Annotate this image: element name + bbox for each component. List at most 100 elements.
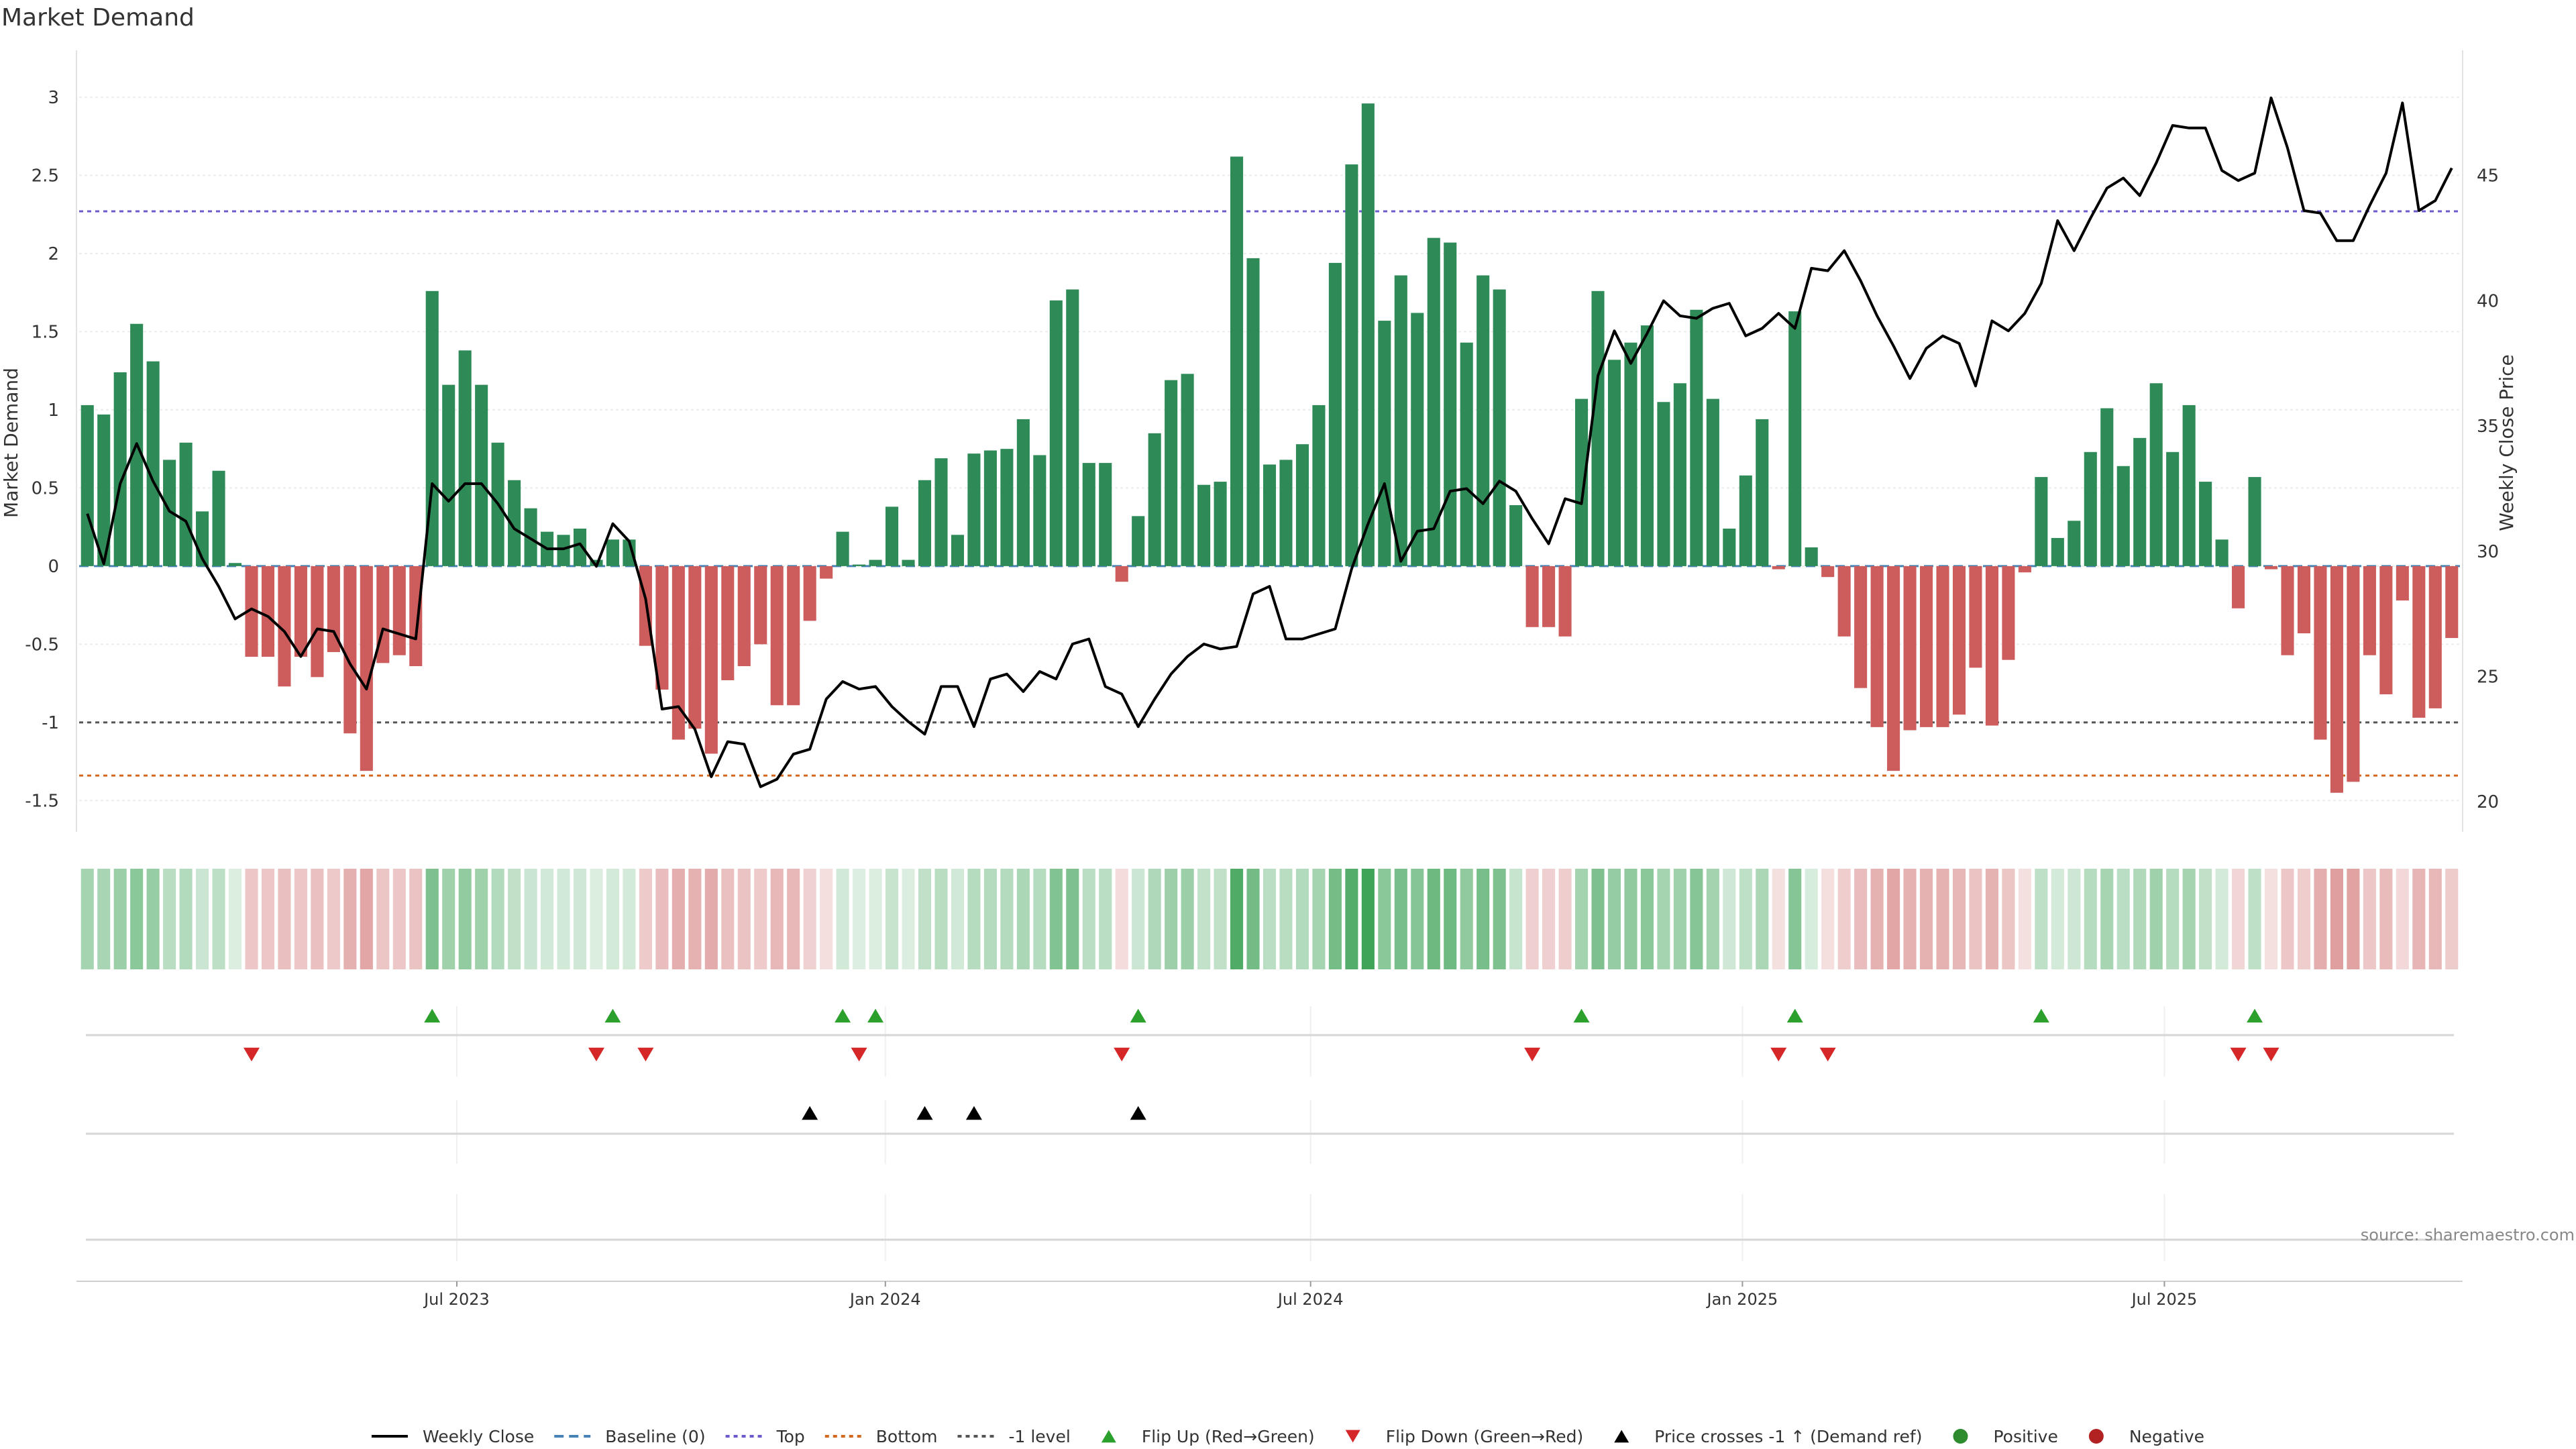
heat-cell: [442, 869, 455, 969]
demand-bar: [146, 361, 160, 566]
heat-cell: [557, 869, 570, 969]
legend-item-flip_up: Flip Up (Red→Green): [1101, 1427, 1315, 1446]
flip-up-marker: [2247, 1008, 2263, 1023]
heat-cell: [425, 869, 439, 969]
heat-cell: [97, 869, 111, 969]
demand-bar: [442, 384, 455, 566]
demand-bar: [754, 566, 767, 645]
demand-bar: [1099, 463, 1112, 566]
demand-bar: [343, 566, 357, 734]
heat-cell: [2051, 869, 2064, 969]
demand-bar: [2347, 566, 2360, 782]
heat-cell: [1016, 869, 1030, 969]
heat-cell: [1854, 869, 1868, 969]
demand-bar: [1378, 321, 1391, 566]
heat-cell: [983, 869, 997, 969]
demand-bar: [1690, 309, 1703, 566]
chart-title: Market Demand: [1, 4, 195, 32]
demand-bar: [2281, 566, 2294, 655]
demand-bar: [1246, 258, 1260, 566]
heat-cell: [2182, 869, 2196, 969]
legend-item-baseline: Baseline (0): [554, 1427, 706, 1446]
heat-cell: [2133, 869, 2147, 969]
demand-bar: [1903, 566, 1917, 731]
demand-bar: [1657, 402, 1670, 566]
demand-bar: [1739, 475, 1752, 566]
heat-cell: [1788, 869, 1802, 969]
legend-label: Price crosses -1 ↑ (Demand ref): [1654, 1427, 1922, 1446]
heat-cell: [1000, 869, 1014, 969]
demand-bar: [1772, 566, 1785, 570]
heat-cell: [2166, 869, 2180, 969]
heat-cell: [327, 869, 340, 969]
demand-bar: [1049, 300, 1063, 566]
y2-axis-label: Weekly Close Price: [2496, 354, 2518, 531]
demand-bar: [2363, 566, 2376, 655]
heat-cell: [1427, 869, 1440, 969]
heat-cell: [902, 869, 915, 969]
flip-down-marker: [588, 1047, 604, 1062]
demand-bar: [2051, 537, 2064, 566]
flip-down-marker: [2263, 1047, 2279, 1062]
demand-bar: [2068, 521, 2081, 566]
heat-cell: [261, 869, 275, 969]
heat-cell: [1690, 869, 1703, 969]
price-cross-marker: [1130, 1106, 1146, 1120]
heat-cell: [1115, 869, 1128, 969]
x-tick-label: Jul 2023: [423, 1290, 490, 1309]
heat-cell: [2018, 869, 2031, 969]
demand-bar: [2199, 482, 2212, 566]
demand-bar: [1132, 516, 1145, 566]
heat-cell: [2264, 869, 2278, 969]
demand-bar: [1525, 566, 1539, 627]
flip-up-marker: [1130, 1008, 1146, 1023]
heat-cell: [179, 869, 193, 969]
heat-cell: [1952, 869, 1966, 969]
heat-cell: [1361, 869, 1375, 969]
legend-symbol-cross: [1614, 1430, 1629, 1443]
heat-cell: [2412, 869, 2426, 969]
demand-bar: [2018, 566, 2031, 573]
heat-cell: [311, 869, 324, 969]
legend-item-minus_one: -1 level: [957, 1427, 1071, 1446]
y2-tick-label: 25: [2477, 667, 2499, 687]
demand-bar: [934, 458, 948, 566]
heat-cell: [721, 869, 735, 969]
demand-bar: [1673, 383, 1686, 566]
y2-tick-label: 20: [2477, 792, 2499, 812]
heat-cell: [2084, 869, 2097, 969]
demand-bar: [2002, 566, 2015, 660]
heat-cell: [392, 869, 406, 969]
heat-cell: [196, 869, 209, 969]
demand-bar: [1756, 419, 1769, 566]
price-cross-marker: [965, 1106, 982, 1120]
demand-bar: [983, 450, 997, 566]
y-tick-label: 0.5: [32, 478, 59, 498]
legend-label: Positive: [1993, 1427, 2057, 1446]
demand-bar: [1985, 566, 1998, 726]
y2-tick-label: 45: [2477, 166, 2499, 186]
heat-cell: [1723, 869, 1736, 969]
demand-bar: [458, 350, 472, 566]
heat-cell: [1394, 869, 1407, 969]
heat-cell: [80, 869, 94, 969]
demand-bar: [2133, 437, 2147, 566]
demand-bar: [2264, 566, 2278, 570]
heat-cell: [1657, 869, 1670, 969]
demand-bar: [1574, 398, 1589, 566]
heat-cell: [1378, 869, 1391, 969]
heat-cell: [2347, 869, 2360, 969]
demand-bar: [163, 460, 176, 566]
demand-bar: [1460, 342, 1473, 566]
y-tick-label: 0: [48, 557, 59, 577]
demand-bar: [508, 480, 521, 566]
legend-item-weekly_close: Weekly Close: [371, 1427, 534, 1446]
weekly-close-line: [86, 96, 2453, 788]
y2-tick-label: 30: [2477, 542, 2499, 562]
heat-cell: [1197, 869, 1211, 969]
heat-cell: [704, 869, 718, 969]
heat-cell: [2314, 869, 2327, 969]
legend-item-positive: Positive: [1953, 1427, 2058, 1446]
demand-bar: [2445, 566, 2459, 639]
legend-label: Flip Down (Green→Red): [1386, 1427, 1584, 1446]
